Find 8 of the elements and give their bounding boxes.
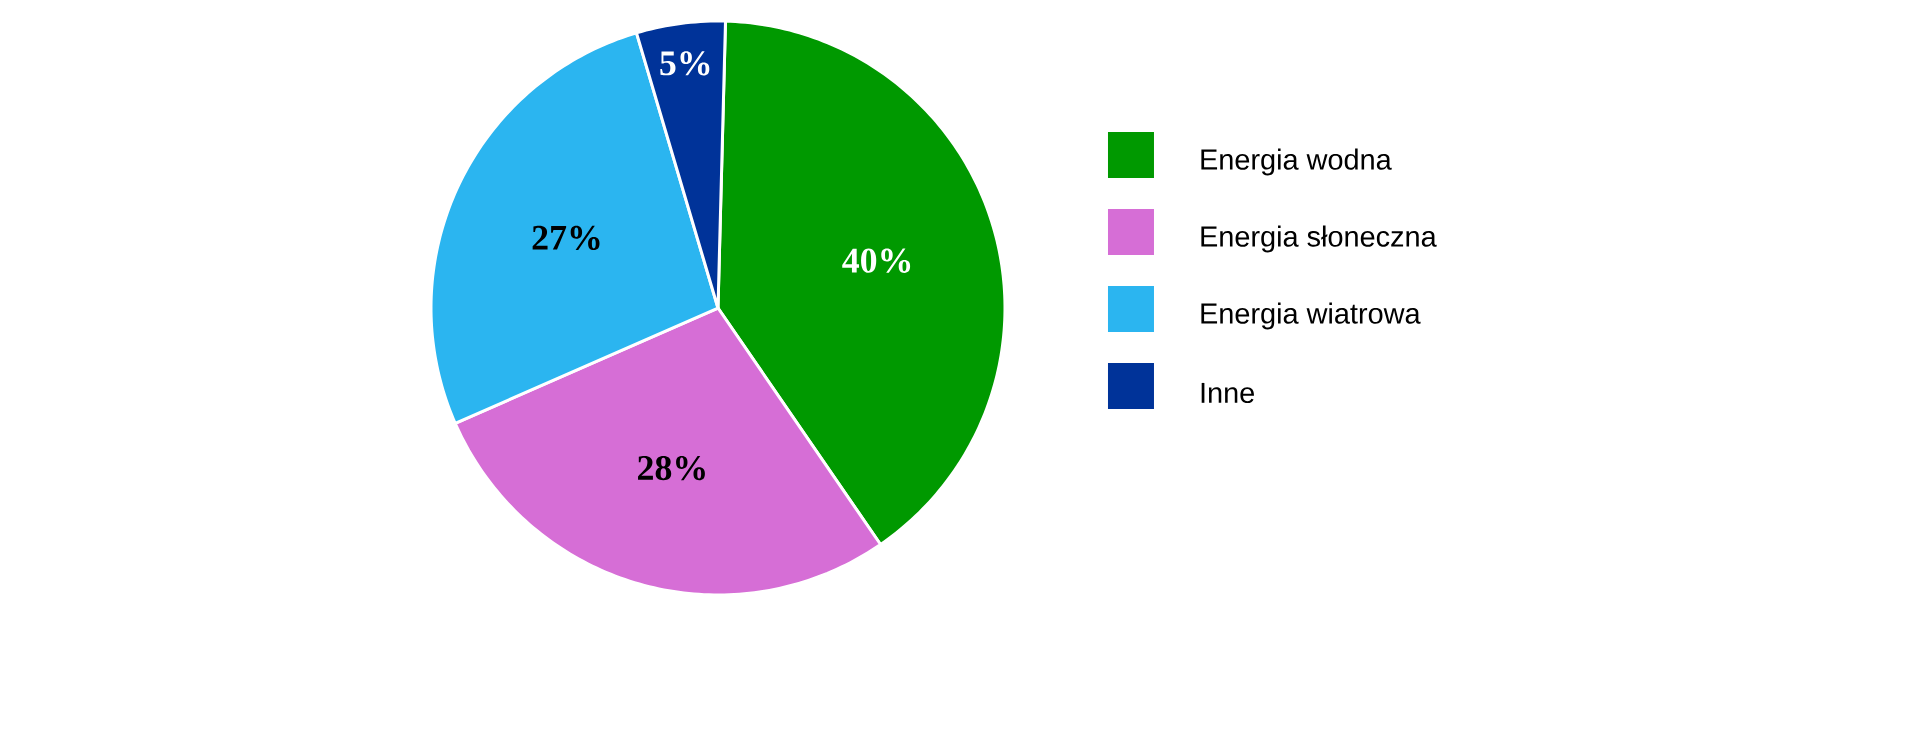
legend-label: Energia wiatrowa xyxy=(1201,302,1421,330)
data-label: 28% xyxy=(638,455,705,481)
legend-label: Energia słoneczna xyxy=(1201,225,1437,253)
data-label: 5% xyxy=(660,51,710,76)
data-label: 27% xyxy=(532,225,600,251)
data-label: 40% xyxy=(842,248,911,273)
legend-label: Inne xyxy=(1201,382,1254,404)
legend-label: Energia wodna xyxy=(1201,148,1392,176)
